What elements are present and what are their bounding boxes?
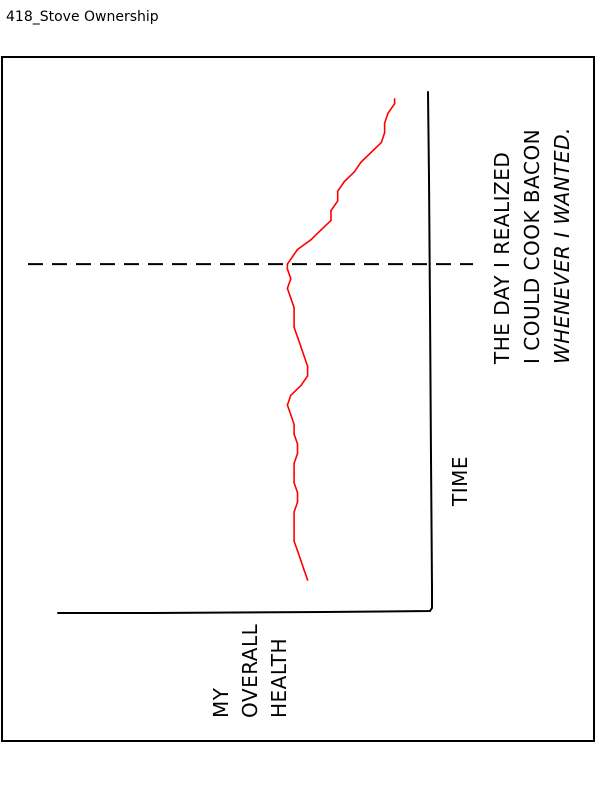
health-point [290,414,292,416]
annotation-line-3: WHENEVER I WANTED. [550,127,574,364]
health-point [296,443,299,445]
health-series-line [286,98,396,581]
health-point [393,102,396,105]
health-point [330,219,332,222]
health-point [293,307,295,309]
y-axis-label-line-2: OVERALL [238,623,262,718]
health-point [293,530,295,533]
health-point [296,491,299,494]
health-point [296,248,299,251]
health-point [306,365,309,368]
health-point [300,345,302,348]
x-axis-line [57,91,433,614]
health-point [293,511,295,513]
health-point [286,404,289,406]
health-point [370,151,373,154]
page-title: 418_Stove Ownership [6,9,159,25]
y-axis-label-line-1: MY [209,687,233,718]
health-point [286,268,289,270]
health-point [303,355,306,358]
health-point [293,520,295,523]
health-point [293,540,295,542]
health-point [336,200,339,202]
health-point [293,472,295,474]
health-point [383,122,386,124]
health-point [293,326,295,329]
health-point [293,482,295,484]
health-point [293,316,295,319]
annotation-line-1: THE DAY I REALIZED [490,152,514,365]
health-point [353,171,356,173]
health-point [303,569,306,572]
health-point [296,336,299,338]
health-point [310,239,312,241]
health-point [330,209,332,212]
health-point [293,433,295,436]
health-point [296,501,299,504]
health-point [296,550,299,552]
health-point [300,559,302,562]
y-axis-label-line-3: HEALTH [267,638,291,718]
health-point [293,462,295,465]
health-point [290,297,292,299]
health-point [387,112,389,115]
health-point [293,423,295,426]
health-point [336,190,339,192]
health-point [320,229,322,231]
x-axis-label: TIME [448,456,472,507]
health-point [286,287,289,290]
health-point [383,132,386,134]
health-point [343,180,346,183]
health-point [393,98,396,100]
health-point [360,161,362,163]
health-point [286,263,289,265]
annotation-line-2: I COULD COOK BACON [520,129,544,364]
comic-panel: TIME MY OVERALL HEALTH THE DAY I REALIZE… [1,56,595,742]
health-point [290,258,292,260]
health-point [296,452,299,455]
health-point [300,384,302,387]
health-point [290,277,292,280]
health-point [306,375,309,377]
health-point [306,579,309,581]
health-point [380,141,383,144]
health-point [290,394,292,397]
health-chart: TIME MY OVERALL HEALTH THE DAY I REALIZE… [28,91,574,718]
